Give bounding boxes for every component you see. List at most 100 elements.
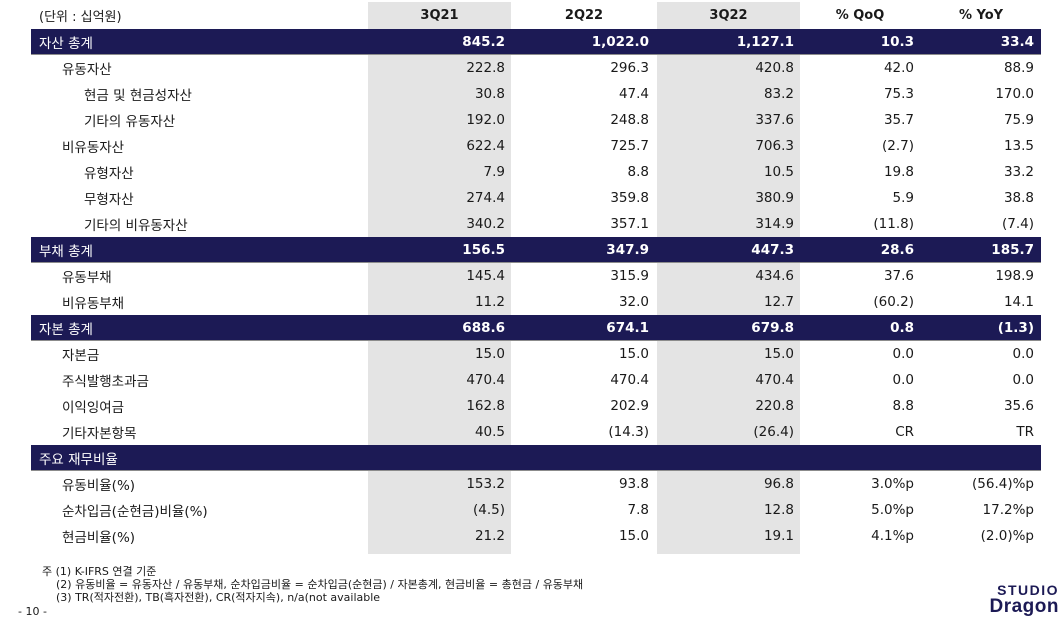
- cell-value: 340.2: [466, 216, 505, 232]
- cell-value: 434.6: [755, 268, 794, 284]
- cell-value: 470.4: [610, 372, 649, 388]
- cell-value: 19.8: [883, 164, 914, 180]
- table-row: 비유동자산 622.4 725.7 706.3 (2.7) 13.5: [31, 133, 1041, 159]
- cell-value: 75.9: [1003, 112, 1034, 128]
- table-row: 이익잉여금 162.8 202.9 220.8 8.8 35.6: [31, 393, 1041, 419]
- cell-value: 19.1: [763, 528, 794, 544]
- table-row: 자본 총계 688.6 674.1 679.8 0.8 (1.3): [31, 315, 1041, 341]
- cell-value: 192.0: [466, 112, 505, 128]
- cell-value: 3.0%p: [871, 476, 914, 492]
- column-header-yoy: % YoY: [958, 8, 1004, 23]
- row-label: 부채 총계: [39, 243, 93, 260]
- table-row: 자산 총계 845.2 1,022.0 1,127.1 10.3 33.4: [31, 29, 1041, 55]
- table-row: 현금 및 현금성자산 30.8 47.4 83.2 75.3 170.0: [31, 81, 1041, 107]
- cell-value: 28.6: [880, 241, 914, 258]
- cell-value: 15.0: [618, 346, 649, 362]
- cell-value: 314.9: [755, 216, 794, 232]
- cell-value: 96.8: [763, 476, 794, 492]
- cell-value: 845.2: [462, 33, 505, 50]
- cell-value: 4.1%p: [871, 528, 914, 544]
- cell-value: 0.0: [892, 346, 914, 362]
- cell-value: (60.2): [873, 294, 914, 310]
- table-row: 기타의 유동자산 192.0 248.8 337.6 35.7 75.9: [31, 107, 1041, 133]
- table-row: 기타자본항목 40.5 (14.3) (26.4) CR TR: [31, 419, 1041, 445]
- row-label: 순차입금(순현금)비율(%): [62, 504, 208, 520]
- cell-value: 1,022.0: [591, 33, 649, 50]
- cell-value: 296.3: [610, 60, 649, 76]
- cell-value: 37.6: [883, 268, 914, 284]
- cell-value: 42.0: [883, 60, 914, 76]
- cell-value: 674.1: [606, 319, 649, 336]
- cell-value: 12.7: [763, 294, 794, 310]
- row-label: 비유동부채: [62, 296, 125, 312]
- cell-value: 8.8: [627, 164, 649, 180]
- cell-value: 688.6: [462, 319, 505, 336]
- row-label: 무형자산: [84, 192, 134, 208]
- footnote-3: (3) TR(적자전환), TB(흑자전환), CR(적자지속), n/a(no…: [56, 591, 381, 604]
- cell-value: 15.0: [474, 346, 505, 362]
- cell-value: 447.3: [751, 241, 794, 258]
- table-row: 순차입금(순현금)비율(%) (4.5) 7.8 12.8 5.0%p 17.2%p: [31, 497, 1041, 523]
- cell-value: 170.0: [995, 86, 1034, 102]
- cell-value: 198.9: [995, 268, 1034, 284]
- cell-value: 10.3: [880, 33, 914, 50]
- cell-value: 15.0: [763, 346, 794, 362]
- cell-value: 357.1: [610, 216, 649, 232]
- cell-value: 15.0: [618, 528, 649, 544]
- cell-value: 8.8: [892, 398, 914, 414]
- page-number: - 10 -: [18, 605, 47, 618]
- cell-value: 35.6: [1003, 398, 1034, 414]
- cell-value: 75.3: [883, 86, 914, 102]
- row-label: 유동부채: [62, 270, 112, 286]
- cell-value: 47.4: [618, 86, 649, 102]
- column-header-qoq: % QoQ: [835, 8, 885, 23]
- cell-value: 0.0: [1012, 372, 1034, 388]
- table-row: 주식발행초과금 470.4 470.4 470.4 0.0 0.0: [31, 367, 1041, 393]
- cell-value: 35.7: [883, 112, 914, 128]
- table-row: 유동비율(%) 153.2 93.8 96.8 3.0%p (56.4)%p: [31, 471, 1041, 497]
- footnote-2: (2) 유동비율 = 유동자산 / 유동부채, 순차입금비율 = 순차입금(순현…: [56, 578, 584, 591]
- cell-value: 7.8: [627, 502, 649, 518]
- studio-dragon-logo: STUDIO Dragon: [963, 582, 1059, 616]
- cell-value: 21.2: [474, 528, 505, 544]
- table-row: 현금비율(%) 21.2 15.0 19.1 4.1%p (2.0)%p: [31, 523, 1041, 549]
- cell-value: 347.9: [606, 241, 649, 258]
- cell-value: 7.9: [483, 164, 505, 180]
- row-label: 주요 재무비율: [39, 451, 118, 468]
- cell-value: 83.2: [763, 86, 794, 102]
- cell-value: 33.2: [1003, 164, 1034, 180]
- cell-value: 202.9: [610, 398, 649, 414]
- footnotes: 주 (1) K-IFRS 연결 기준 (2) 유동비율 = 유동자산 / 유동부…: [42, 565, 583, 604]
- cell-value: 32.0: [618, 294, 649, 310]
- cell-value: 222.8: [466, 60, 505, 76]
- cell-value: 185.7: [991, 241, 1034, 258]
- row-label: 현금비율(%): [62, 530, 136, 546]
- cell-value: 679.8: [751, 319, 794, 336]
- row-label: 유형자산: [84, 166, 134, 182]
- cell-value: 0.0: [892, 372, 914, 388]
- cell-value: 5.9: [892, 190, 914, 206]
- table-row: 기타의 비유동자산 340.2 357.1 314.9 (11.8) (7.4): [31, 211, 1041, 237]
- cell-value: 706.3: [755, 138, 794, 154]
- row-label: 기타자본항목: [62, 426, 137, 442]
- table-row: 비유동부채 11.2 32.0 12.7 (60.2) 14.1: [31, 289, 1041, 315]
- table-row: 무형자산 274.4 359.8 380.9 5.9 38.8: [31, 185, 1041, 211]
- cell-value: 0.0: [1012, 346, 1034, 362]
- cell-value: (1.3): [997, 319, 1034, 336]
- table-header-row: (단위 : 십억원) 3Q21 2Q22 3Q22 % QoQ % YoY: [31, 2, 1041, 29]
- cell-value: (7.4): [1001, 216, 1034, 232]
- table-row: 자본금 15.0 15.0 15.0 0.0 0.0: [31, 341, 1041, 367]
- cell-value: (11.8): [873, 216, 914, 232]
- cell-value: 274.4: [466, 190, 505, 206]
- cell-value: 40.5: [474, 424, 505, 440]
- row-label: 이익잉여금: [62, 400, 125, 416]
- balance-sheet-table: (단위 : 십억원) 3Q21 2Q22 3Q22 % QoQ % YoY 자산…: [31, 2, 1041, 549]
- column-header-2q22: 2Q22: [564, 8, 604, 23]
- row-label: 비유동자산: [62, 140, 125, 156]
- footnote-1: 주 (1) K-IFRS 연결 기준: [42, 565, 157, 578]
- row-label: 기타의 유동자산: [84, 114, 176, 130]
- table-row: 유형자산 7.9 8.8 10.5 19.8 33.2: [31, 159, 1041, 185]
- cell-value: 145.4: [466, 268, 505, 284]
- cell-value: 156.5: [462, 241, 505, 258]
- table-row: 부채 총계 156.5 347.9 447.3 28.6 185.7: [31, 237, 1041, 263]
